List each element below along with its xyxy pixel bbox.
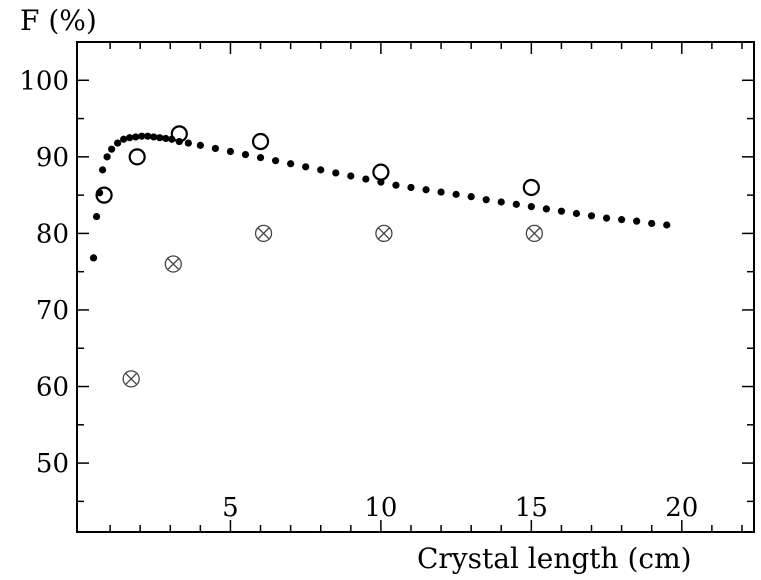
data-point-circle-cross — [164, 255, 182, 273]
data-point-dot — [482, 196, 490, 204]
data-point-dot — [452, 190, 460, 198]
data-point-dot — [512, 200, 520, 208]
data-point-dot — [89, 254, 98, 262]
y-tick-labels: 50 60 70 80 90 100 — [19, 66, 69, 479]
data-point-dot — [138, 132, 146, 140]
data-point-open-circle — [251, 132, 270, 151]
data-point-dot — [557, 207, 566, 215]
y-tick-label: 90 — [36, 143, 69, 173]
data-point-dot — [256, 154, 265, 162]
data-point-dot — [156, 134, 164, 142]
data-point-circle-cross — [375, 224, 393, 243]
data-point-dot — [347, 172, 355, 180]
data-point-dot — [196, 141, 204, 149]
data-point-dot — [602, 214, 611, 222]
data-point-dot — [241, 150, 250, 159]
y-axis-label: F (%) — [20, 4, 97, 37]
data-point-dot — [407, 183, 415, 192]
y-tick-label: 80 — [36, 219, 69, 249]
data-point-dot — [618, 216, 626, 224]
ticks-layer — [77, 41, 754, 532]
x-tick-label: 5 — [222, 493, 239, 523]
data-point-dot — [226, 147, 235, 156]
y-tick-label: 70 — [36, 296, 69, 326]
data-point-dot — [587, 212, 596, 220]
data-point-dot — [108, 145, 116, 153]
data-point-dot — [332, 169, 340, 177]
data-point-open-circle — [128, 148, 146, 166]
data-point-dot — [467, 193, 475, 201]
data-point-dot — [103, 153, 111, 161]
x-tick-label: 20 — [665, 493, 698, 523]
data-point-dot — [271, 157, 280, 165]
data-point-dot — [302, 163, 310, 171]
data-point-dot — [392, 181, 400, 189]
data-point-dot — [437, 188, 445, 196]
data-point-dot — [317, 166, 325, 174]
data-point-dot — [98, 166, 107, 174]
data-point-dot — [162, 134, 170, 143]
data-point-dot — [497, 198, 505, 206]
plot-frame — [76, 41, 755, 533]
data-point-dot — [362, 175, 370, 183]
data-point-dot — [120, 135, 128, 143]
data-point-dot — [572, 209, 581, 218]
data-point-dot — [126, 134, 134, 142]
data-point-dot — [527, 203, 535, 211]
data-point-circle-cross — [525, 224, 544, 243]
x-axis-label: Crystal length (cm) — [417, 542, 692, 575]
data-point-dot — [648, 219, 656, 228]
data-point-open-circle — [170, 125, 188, 143]
data-point-open-circle — [522, 178, 540, 197]
data-point-dot — [114, 139, 122, 147]
y-tick-label: 60 — [36, 373, 69, 403]
data-point-dot — [132, 133, 140, 141]
x-tick-labels: 5 10 15 20 — [222, 493, 698, 523]
data-point-dot — [144, 132, 152, 140]
y-tick-label: 50 — [36, 449, 69, 479]
data-point-open-circle — [95, 186, 113, 204]
data-point-circle-cross — [254, 224, 273, 243]
data-point-circle-cross — [122, 370, 140, 388]
data-point-dot — [633, 217, 641, 225]
data-point-dot — [211, 144, 220, 153]
data-point-dot — [422, 186, 430, 194]
data-point-dot — [663, 221, 671, 229]
data-point-dot — [150, 133, 158, 141]
y-tick-label: 100 — [19, 66, 69, 96]
data-layer — [89, 125, 671, 388]
x-tick-label: 10 — [364, 493, 397, 523]
data-point-open-circle — [372, 163, 390, 181]
data-point-dot — [287, 160, 295, 168]
data-point-dot — [542, 205, 550, 213]
data-point-dot — [92, 212, 101, 221]
x-tick-label: 15 — [515, 493, 548, 523]
data-point-dot — [184, 139, 192, 147]
